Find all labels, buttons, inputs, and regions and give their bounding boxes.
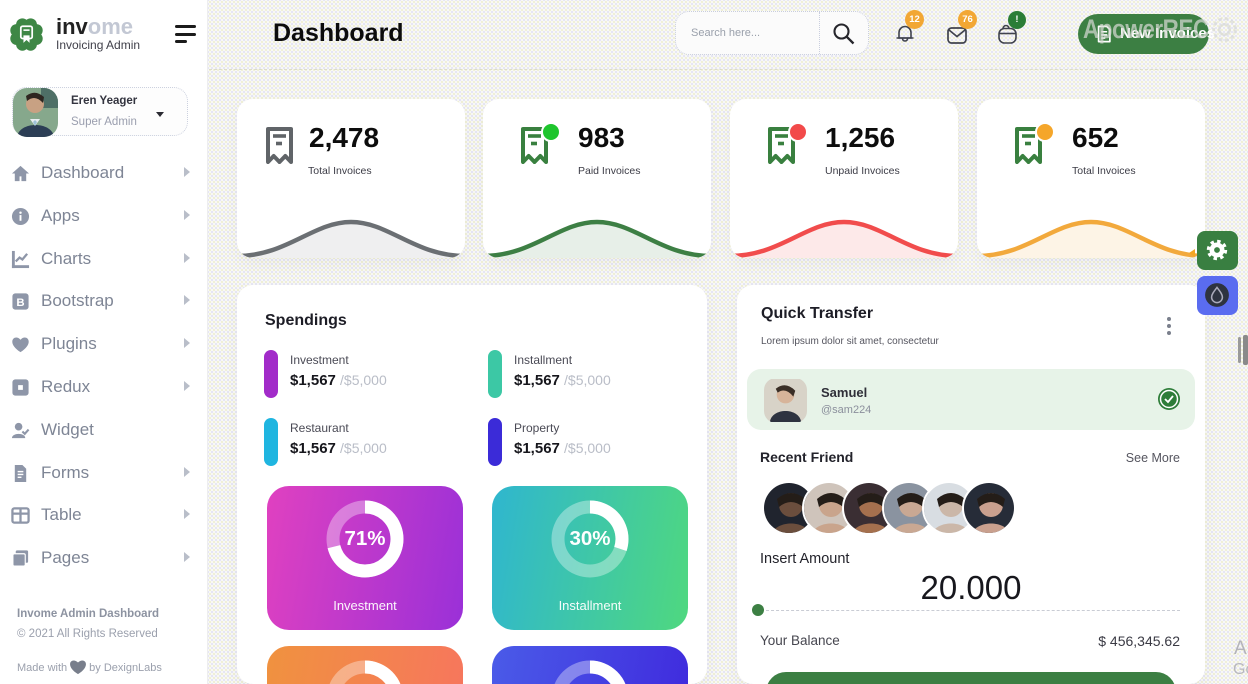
svg-text:B: B: [16, 297, 24, 309]
